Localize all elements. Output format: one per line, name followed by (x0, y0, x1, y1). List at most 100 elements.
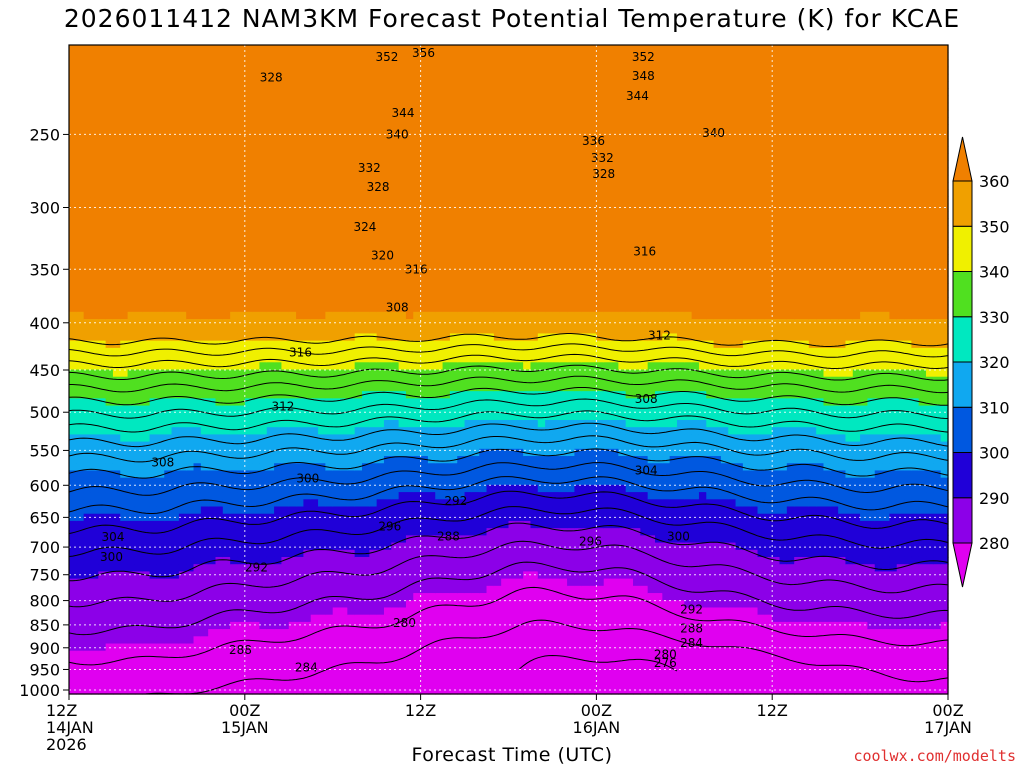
theta-cell (296, 484, 304, 493)
theta-cell (215, 376, 224, 385)
theta-cell (362, 441, 370, 450)
theta-cell (427, 564, 436, 573)
theta-cell (420, 650, 429, 659)
theta-cell (369, 614, 378, 623)
theta-cell (171, 145, 180, 154)
theta-cell (98, 484, 107, 493)
theta-cell (413, 102, 422, 111)
theta-cell (208, 117, 217, 125)
theta-cell (112, 369, 121, 378)
theta-cell (369, 679, 378, 688)
theta-cell (310, 578, 319, 587)
theta-cell (134, 109, 143, 118)
theta-cell (112, 578, 121, 587)
theta-cell (215, 456, 224, 464)
theta-cell (171, 614, 180, 623)
theta-cell (303, 319, 312, 327)
theta-cell (369, 650, 378, 659)
theta-cell (76, 657, 85, 666)
theta-cell (178, 311, 187, 320)
theta-cell (69, 311, 77, 320)
theta-cell (281, 506, 290, 515)
theta-cell (142, 520, 151, 529)
theta-cell (127, 629, 136, 637)
theta-cell (230, 59, 239, 68)
theta-cell (347, 275, 356, 284)
theta-cell (398, 463, 407, 472)
theta-cell (105, 261, 114, 270)
theta-cell (208, 391, 217, 399)
theta-cell (252, 636, 261, 645)
theta-cell (383, 102, 392, 111)
theta-cell (208, 109, 217, 118)
theta-cell (142, 59, 151, 68)
theta-cell (332, 679, 341, 688)
theta-cell (208, 564, 217, 573)
theta-cell (142, 650, 151, 659)
theta-cell (98, 456, 107, 464)
theta-cell (347, 383, 356, 392)
theta-cell (164, 672, 173, 681)
theta-cell (237, 182, 246, 190)
theta-cell (449, 383, 458, 392)
theta-cell (112, 282, 121, 291)
theta-cell (376, 463, 385, 472)
theta-cell (303, 182, 312, 190)
theta-cell (215, 117, 224, 125)
theta-cell (347, 614, 356, 623)
theta-cell (457, 520, 466, 529)
theta-cell (435, 362, 444, 371)
theta-cell (354, 117, 363, 125)
theta-cell (296, 95, 304, 104)
theta-cell (149, 254, 158, 262)
theta-cell (230, 456, 239, 464)
theta-cell (164, 434, 173, 443)
theta-cell (318, 59, 326, 68)
theta-cell (134, 138, 143, 147)
theta-cell (259, 174, 268, 183)
theta-cell (354, 340, 363, 349)
theta-cell (83, 290, 92, 298)
theta-cell (362, 398, 370, 407)
theta-cell (120, 636, 129, 645)
theta-cell (376, 391, 385, 399)
theta-cell (215, 629, 224, 637)
theta-cell (435, 391, 444, 399)
theta-cell (296, 45, 304, 53)
theta-cell (383, 665, 392, 673)
theta-cell (164, 66, 173, 75)
theta-cell (69, 347, 77, 356)
theta-cell (105, 484, 114, 493)
theta-cell (215, 355, 224, 363)
theta-cell (127, 124, 136, 133)
theta-cell (266, 564, 275, 573)
theta-cell (383, 131, 392, 140)
theta-cell (383, 578, 392, 587)
theta-cell (90, 607, 99, 616)
theta-cell (325, 333, 334, 342)
theta-cell (442, 66, 451, 75)
theta-cell (237, 362, 246, 371)
theta-cell (369, 665, 378, 673)
theta-cell (127, 203, 136, 212)
theta-cell (281, 456, 290, 464)
theta-cell (142, 153, 151, 161)
theta-cell (420, 246, 429, 255)
theta-cell (442, 232, 451, 241)
theta-cell (318, 578, 326, 587)
theta-cell (391, 153, 400, 161)
theta-cell (449, 109, 458, 118)
theta-cell (90, 254, 99, 262)
theta-cell (98, 167, 107, 176)
theta-cell (303, 117, 312, 125)
theta-cell (442, 427, 451, 435)
theta-cell (325, 636, 334, 645)
theta-cell (164, 145, 173, 154)
theta-cell (193, 657, 202, 666)
theta-cell (347, 650, 356, 659)
theta-cell (420, 282, 429, 291)
theta-cell (303, 81, 312, 89)
theta-cell (230, 275, 239, 284)
theta-cell (383, 153, 392, 161)
theta-cell (142, 268, 151, 277)
